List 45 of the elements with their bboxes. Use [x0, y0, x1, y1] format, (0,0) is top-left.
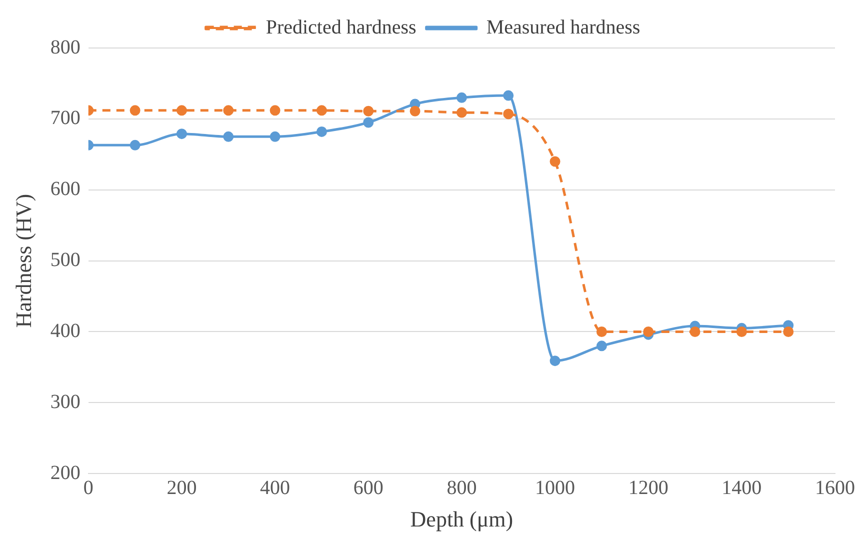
x-tick-label: 1600 [815, 476, 855, 499]
point [550, 356, 560, 366]
point [270, 105, 280, 116]
point [456, 107, 467, 118]
point [363, 117, 374, 128]
x-tick-label: 1000 [535, 476, 576, 499]
point [503, 108, 514, 120]
point [410, 106, 420, 116]
point [316, 126, 327, 137]
x-tick-label: 600 [353, 476, 384, 499]
point [223, 131, 234, 142]
y-tick-label: 600 [50, 178, 80, 200]
y-tick-label: 400 [50, 320, 80, 342]
point [596, 326, 607, 337]
x-tick-label: 1400 [722, 476, 762, 499]
point [223, 105, 234, 116]
y-tick-label: 800 [50, 36, 80, 58]
y-tick-label: 700 [50, 107, 80, 130]
y-tick-label: 300 [50, 390, 80, 413]
point [456, 92, 467, 103]
point [783, 326, 794, 337]
point [503, 90, 514, 101]
x-tick-label: 200 [166, 476, 197, 499]
point [643, 326, 654, 337]
point [130, 140, 140, 150]
point [736, 326, 747, 337]
point [176, 128, 187, 140]
point [270, 131, 280, 142]
point [690, 326, 700, 337]
legend-label: Predicted hardness [266, 16, 417, 38]
point [176, 105, 187, 116]
y-tick-label: 200 [50, 462, 80, 484]
point [550, 156, 560, 167]
x-tick-label: 1200 [628, 476, 668, 499]
point [596, 340, 607, 352]
x-tick-label: 800 [446, 476, 477, 499]
y-tick-label: 500 [50, 249, 80, 272]
point [130, 105, 140, 116]
x-tick-label: 0 [83, 476, 94, 499]
x-axis-title: Depth (μm) [410, 506, 514, 532]
x-tick-label: 400 [260, 476, 290, 499]
point [316, 105, 327, 116]
legend-label: Measured hardness [486, 16, 640, 38]
y-axis-title: Hardness (HV) [10, 194, 36, 328]
point [363, 106, 374, 116]
